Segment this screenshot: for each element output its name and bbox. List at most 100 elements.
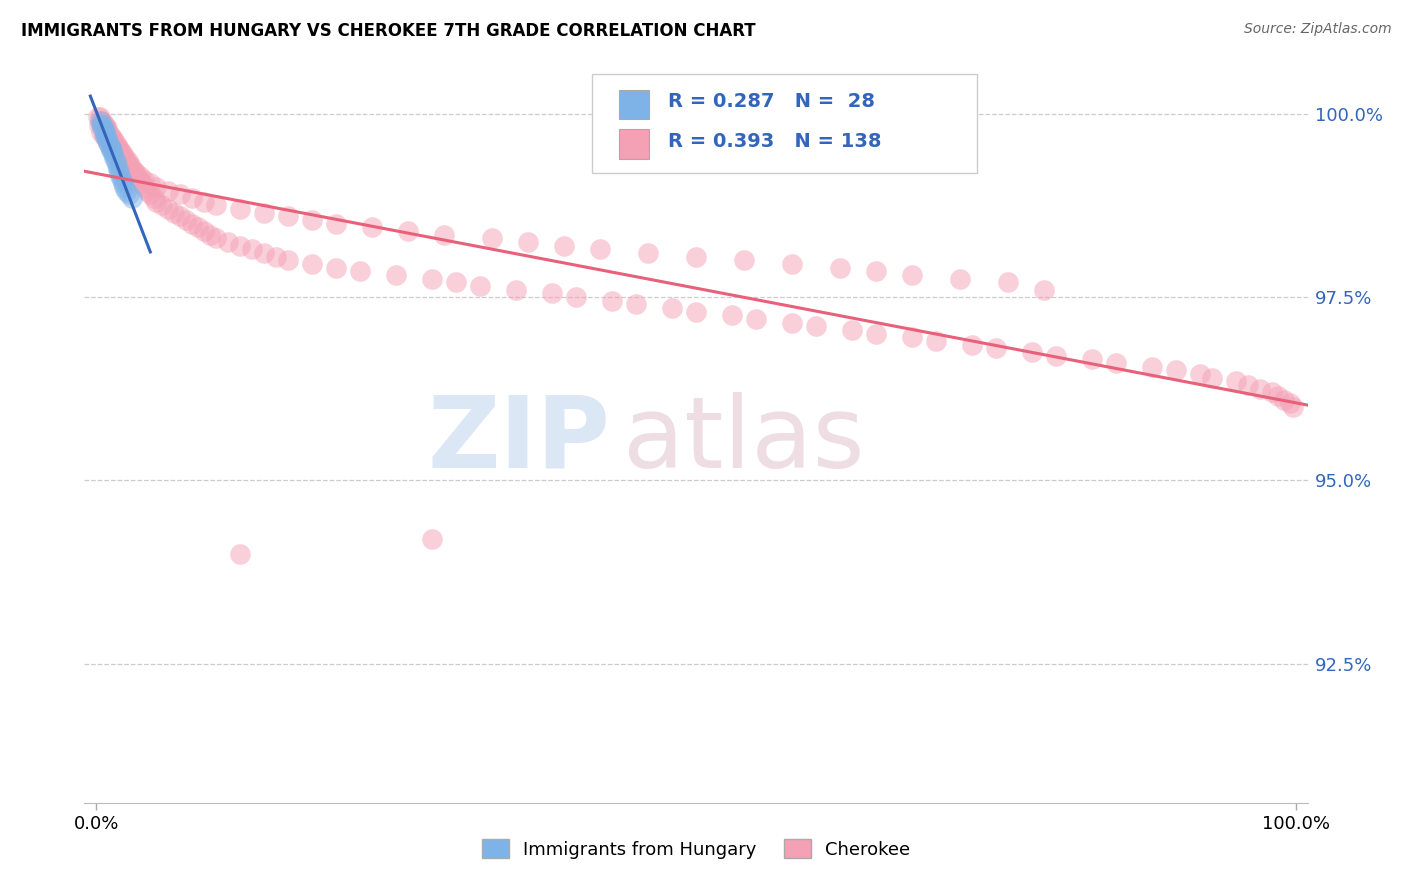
Point xyxy=(385,268,408,282)
Point xyxy=(110,154,132,169)
Text: Source: ZipAtlas.com: Source: ZipAtlas.com xyxy=(1244,22,1392,37)
Point xyxy=(240,243,263,257)
Point xyxy=(721,309,744,323)
Point xyxy=(98,128,121,143)
Point xyxy=(205,231,228,245)
FancyBboxPatch shape xyxy=(619,129,650,159)
Point xyxy=(86,111,108,125)
Point xyxy=(685,250,707,264)
Point xyxy=(181,191,204,205)
Point xyxy=(780,257,803,271)
Point xyxy=(733,253,755,268)
Point xyxy=(1080,352,1102,367)
Point xyxy=(127,169,149,183)
Point xyxy=(89,114,111,128)
Point xyxy=(145,180,167,194)
Point xyxy=(984,341,1007,355)
Point xyxy=(96,121,118,136)
Point xyxy=(124,165,146,179)
Point xyxy=(205,198,228,212)
Point xyxy=(112,180,135,194)
Point xyxy=(505,283,527,297)
Point xyxy=(217,235,239,249)
Point xyxy=(661,301,683,315)
Point xyxy=(87,118,110,132)
Point xyxy=(1164,363,1187,377)
Point xyxy=(780,316,803,330)
Point xyxy=(100,128,122,143)
Point xyxy=(101,132,124,146)
Text: IMMIGRANTS FROM HUNGARY VS CHEROKEE 7TH GRADE CORRELATION CHART: IMMIGRANTS FROM HUNGARY VS CHEROKEE 7TH … xyxy=(21,22,755,40)
Point xyxy=(361,220,384,235)
Point xyxy=(93,128,117,143)
Point xyxy=(301,257,323,271)
Text: R = 0.393   N = 138: R = 0.393 N = 138 xyxy=(668,132,882,151)
Point xyxy=(444,276,467,290)
Point xyxy=(114,151,136,165)
Point xyxy=(150,198,173,212)
Legend: Immigrants from Hungary, Cherokee: Immigrants from Hungary, Cherokee xyxy=(472,830,920,868)
Text: ZIP: ZIP xyxy=(427,392,610,489)
Point xyxy=(163,205,186,219)
Point xyxy=(89,111,111,125)
Point xyxy=(93,121,115,136)
Point xyxy=(93,128,115,143)
Point xyxy=(420,532,443,546)
Text: R = 0.287   N =  28: R = 0.287 N = 28 xyxy=(668,92,875,112)
Point xyxy=(181,217,204,231)
Point xyxy=(118,158,141,172)
Point xyxy=(229,238,252,252)
Point xyxy=(253,246,276,260)
Point xyxy=(193,194,215,209)
Point xyxy=(553,238,575,252)
Point xyxy=(865,264,887,278)
Point xyxy=(187,220,209,235)
Point xyxy=(121,191,143,205)
Point xyxy=(142,191,165,205)
Point xyxy=(115,154,138,169)
Point xyxy=(637,246,659,260)
Point xyxy=(1249,382,1271,396)
Point xyxy=(100,144,122,158)
Point xyxy=(128,172,150,186)
Point xyxy=(481,231,503,245)
Point xyxy=(110,172,132,186)
Point xyxy=(134,180,156,194)
Point xyxy=(110,147,132,161)
Point xyxy=(1201,370,1223,384)
Point xyxy=(828,260,851,275)
Point xyxy=(117,154,139,169)
Point xyxy=(108,165,131,179)
Point xyxy=(1140,359,1163,374)
Point xyxy=(101,144,124,158)
Point xyxy=(135,184,157,198)
Point xyxy=(145,194,167,209)
Point xyxy=(93,125,115,139)
Point xyxy=(396,224,419,238)
Point xyxy=(349,264,371,278)
Point xyxy=(264,250,287,264)
Point xyxy=(325,260,347,275)
Point xyxy=(1105,356,1128,370)
Point xyxy=(624,297,647,311)
Point xyxy=(997,276,1019,290)
Point xyxy=(115,184,138,198)
Point xyxy=(91,114,114,128)
Point xyxy=(169,187,191,202)
Point xyxy=(229,547,252,561)
Point xyxy=(193,224,215,238)
Point xyxy=(105,158,128,172)
Point xyxy=(90,114,112,128)
Point xyxy=(1272,392,1295,407)
Point xyxy=(565,290,588,304)
Point xyxy=(468,279,491,293)
Point xyxy=(93,118,115,132)
Point xyxy=(112,151,135,165)
Point xyxy=(517,235,540,249)
Point xyxy=(94,121,117,136)
Point xyxy=(90,125,112,139)
Point xyxy=(745,312,768,326)
Point xyxy=(98,140,121,154)
Point xyxy=(124,165,146,179)
Point xyxy=(200,227,222,242)
